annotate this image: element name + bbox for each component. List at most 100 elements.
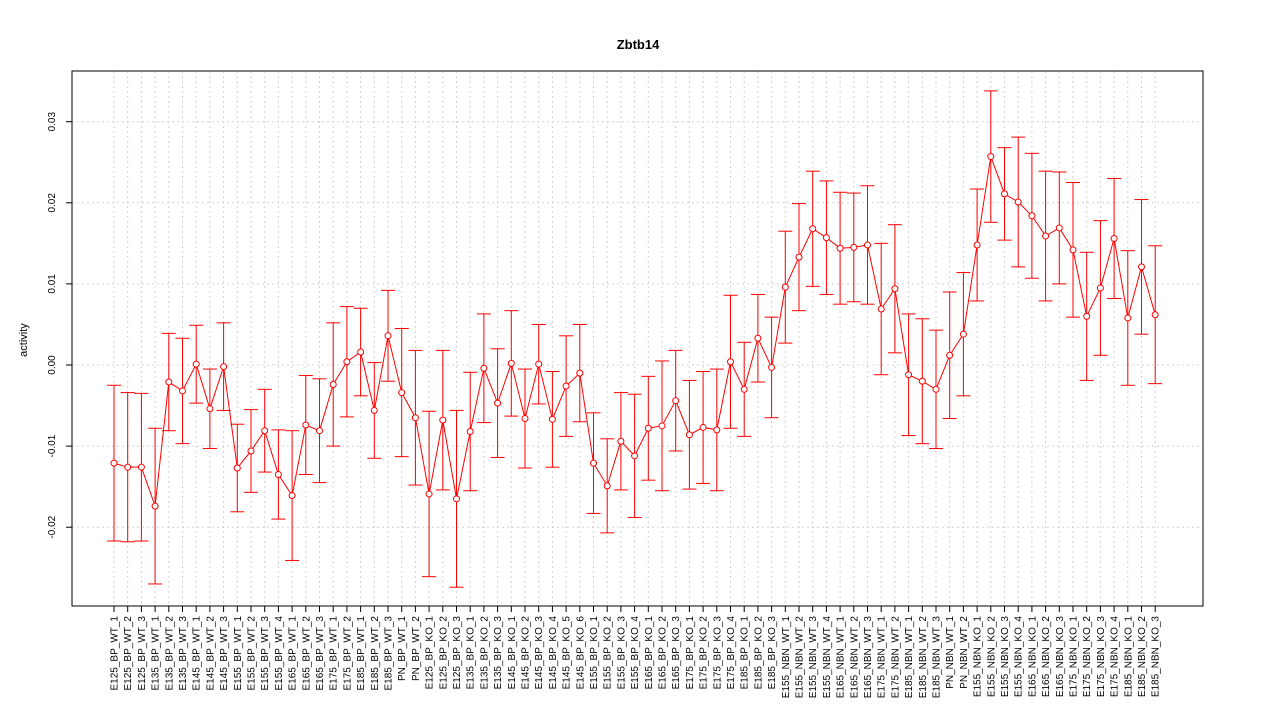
data-point <box>699 423 707 431</box>
x-tick-label: E135_BP_WT_1 <box>151 616 162 691</box>
x-tick-label: E145_BP_KO_2 <box>521 616 532 690</box>
data-point <box>658 422 666 430</box>
data-point <box>192 360 200 368</box>
x-tick-label: E185_BP_KO_3 <box>767 616 778 690</box>
x-tick-label: E155_NBN_WT_1 <box>781 616 792 699</box>
data-point <box>521 415 529 423</box>
data-point <box>877 305 885 313</box>
data-point <box>562 382 570 390</box>
x-tick-label: E185_BP_WT_1 <box>356 616 367 691</box>
x-tick-label: E155_NBN_KO_3 <box>1000 616 1011 698</box>
x-tick-label: E165_BP_KO_3 <box>671 616 682 690</box>
data-point <box>151 502 159 510</box>
data-point <box>1028 212 1036 220</box>
y-tick-label: 0.02 <box>47 193 58 213</box>
x-tick-label: E155_BP_KO_4 <box>630 616 641 690</box>
data-point <box>1069 246 1077 254</box>
data-point <box>836 244 844 252</box>
x-tick-label: E155_NBN_WT_4 <box>822 616 833 699</box>
x-tick-label: E165_BP_KO_2 <box>658 616 669 690</box>
data-point <box>987 153 995 161</box>
x-tick-label: E135_BP_KO_2 <box>479 616 490 690</box>
grid <box>72 71 1203 606</box>
data-point <box>1042 232 1050 240</box>
data-point <box>548 415 556 423</box>
data-point <box>165 378 173 386</box>
data-point <box>590 459 597 467</box>
y-tick-label: -0.02 <box>47 515 58 538</box>
data-point <box>740 385 748 393</box>
data-point <box>1055 224 1063 232</box>
x-tick-label: E155_NBN_KO_4 <box>1014 616 1025 698</box>
data-point <box>1083 312 1091 320</box>
x-tick-label: E185_BP_WT_2 <box>370 616 381 691</box>
x-tick-label: E155_BP_KO_1 <box>589 616 600 690</box>
y-tick-label: 0.03 <box>47 112 58 132</box>
data-point <box>233 464 241 472</box>
x-tick-label: E175_BP_KO_2 <box>699 616 710 690</box>
x-tick-label: E185_BP_KO_1 <box>740 616 751 690</box>
data-point <box>494 399 502 407</box>
x-tick-label: E145_BP_WT_3 <box>219 616 230 691</box>
data-point <box>603 482 611 490</box>
data-point <box>768 363 776 371</box>
series <box>107 90 1163 588</box>
data-point <box>891 285 899 293</box>
x-tick-label: E175_NBN_KO_4 <box>1110 616 1121 698</box>
y-axis-label: activity <box>18 323 30 357</box>
x-tick-label: E155_BP_KO_3 <box>616 616 627 690</box>
data-point <box>357 348 365 356</box>
x-tick-label: E155_BP_WT_3 <box>260 616 271 691</box>
x-tick-label: E185_BP_WT_3 <box>384 616 395 691</box>
data-point <box>781 283 789 291</box>
data-point <box>261 427 269 435</box>
x-tick-label: E155_BP_WT_4 <box>274 616 285 691</box>
y-axis: -0.02 -0.01 0.00 0.01 0.02 0.03 <box>47 112 72 539</box>
data-point <box>946 351 954 359</box>
data-point <box>535 360 543 368</box>
x-tick-label: E185_NBN_WT_2 <box>918 616 929 699</box>
plot-frame <box>71 70 1204 607</box>
data-point <box>850 243 858 251</box>
data-point <box>206 405 214 413</box>
x-tick-label: E165_BP_WT_1 <box>288 616 299 691</box>
x-tick-label: PN_BP_WT_2 <box>411 616 422 681</box>
data-point <box>425 490 433 498</box>
x-tick-label: E135_BP_WT_2 <box>164 616 175 691</box>
x-tick-label: E165_BP_KO_1 <box>644 616 655 690</box>
x-tick-label: E175_NBN_KO_1 <box>1069 616 1080 698</box>
x-tick-label: E125_BP_WT_3 <box>137 616 148 691</box>
x-tick-label: E125_BP_KO_1 <box>425 616 436 690</box>
data-point <box>329 380 337 388</box>
x-axis: E125_BP_WT_1 E125_BP_WT_2 E125_BP_WT_3 E135… <box>110 606 1162 698</box>
x-tick-label: E175_NBN_WT_1 <box>877 616 888 699</box>
x-tick-label: PN_BP_WT_1 <box>397 616 408 681</box>
data-point <box>1151 311 1159 319</box>
data-point <box>905 371 913 379</box>
data-point <box>727 358 734 366</box>
x-tick-label: E145_BP_KO_1 <box>507 616 518 690</box>
x-tick-label: E125_BP_KO_3 <box>452 616 463 690</box>
x-tick-label: E125_BP_KO_2 <box>438 616 449 690</box>
data-point <box>644 424 652 432</box>
x-tick-label: PN_NBN_WT_1 <box>945 616 956 689</box>
x-tick-label: E185_NBN_WT_1 <box>904 616 915 699</box>
x-tick-label: E155_NBN_WT_2 <box>795 616 806 699</box>
y-tick-label: 0.01 <box>47 274 58 294</box>
data-point <box>932 385 940 393</box>
data-point <box>1014 198 1022 206</box>
data-point <box>1124 314 1132 322</box>
data-point <box>672 397 680 405</box>
data-point <box>370 406 378 414</box>
x-tick-label: E165_BP_WT_3 <box>315 616 326 691</box>
x-tick-label: E155_BP_KO_2 <box>603 616 614 690</box>
x-tick-label: E165_BP_WT_2 <box>301 616 312 691</box>
x-tick-label: E155_BP_WT_2 <box>247 616 258 691</box>
data-point <box>288 492 296 500</box>
data-point <box>795 253 803 261</box>
x-tick-label: E165_NBN_KO_3 <box>1055 616 1066 698</box>
data-point <box>398 389 406 397</box>
x-tick-label: E165_NBN_WT_3 <box>863 616 874 699</box>
x-tick-label: E185_NBN_KO_3 <box>1151 616 1162 698</box>
